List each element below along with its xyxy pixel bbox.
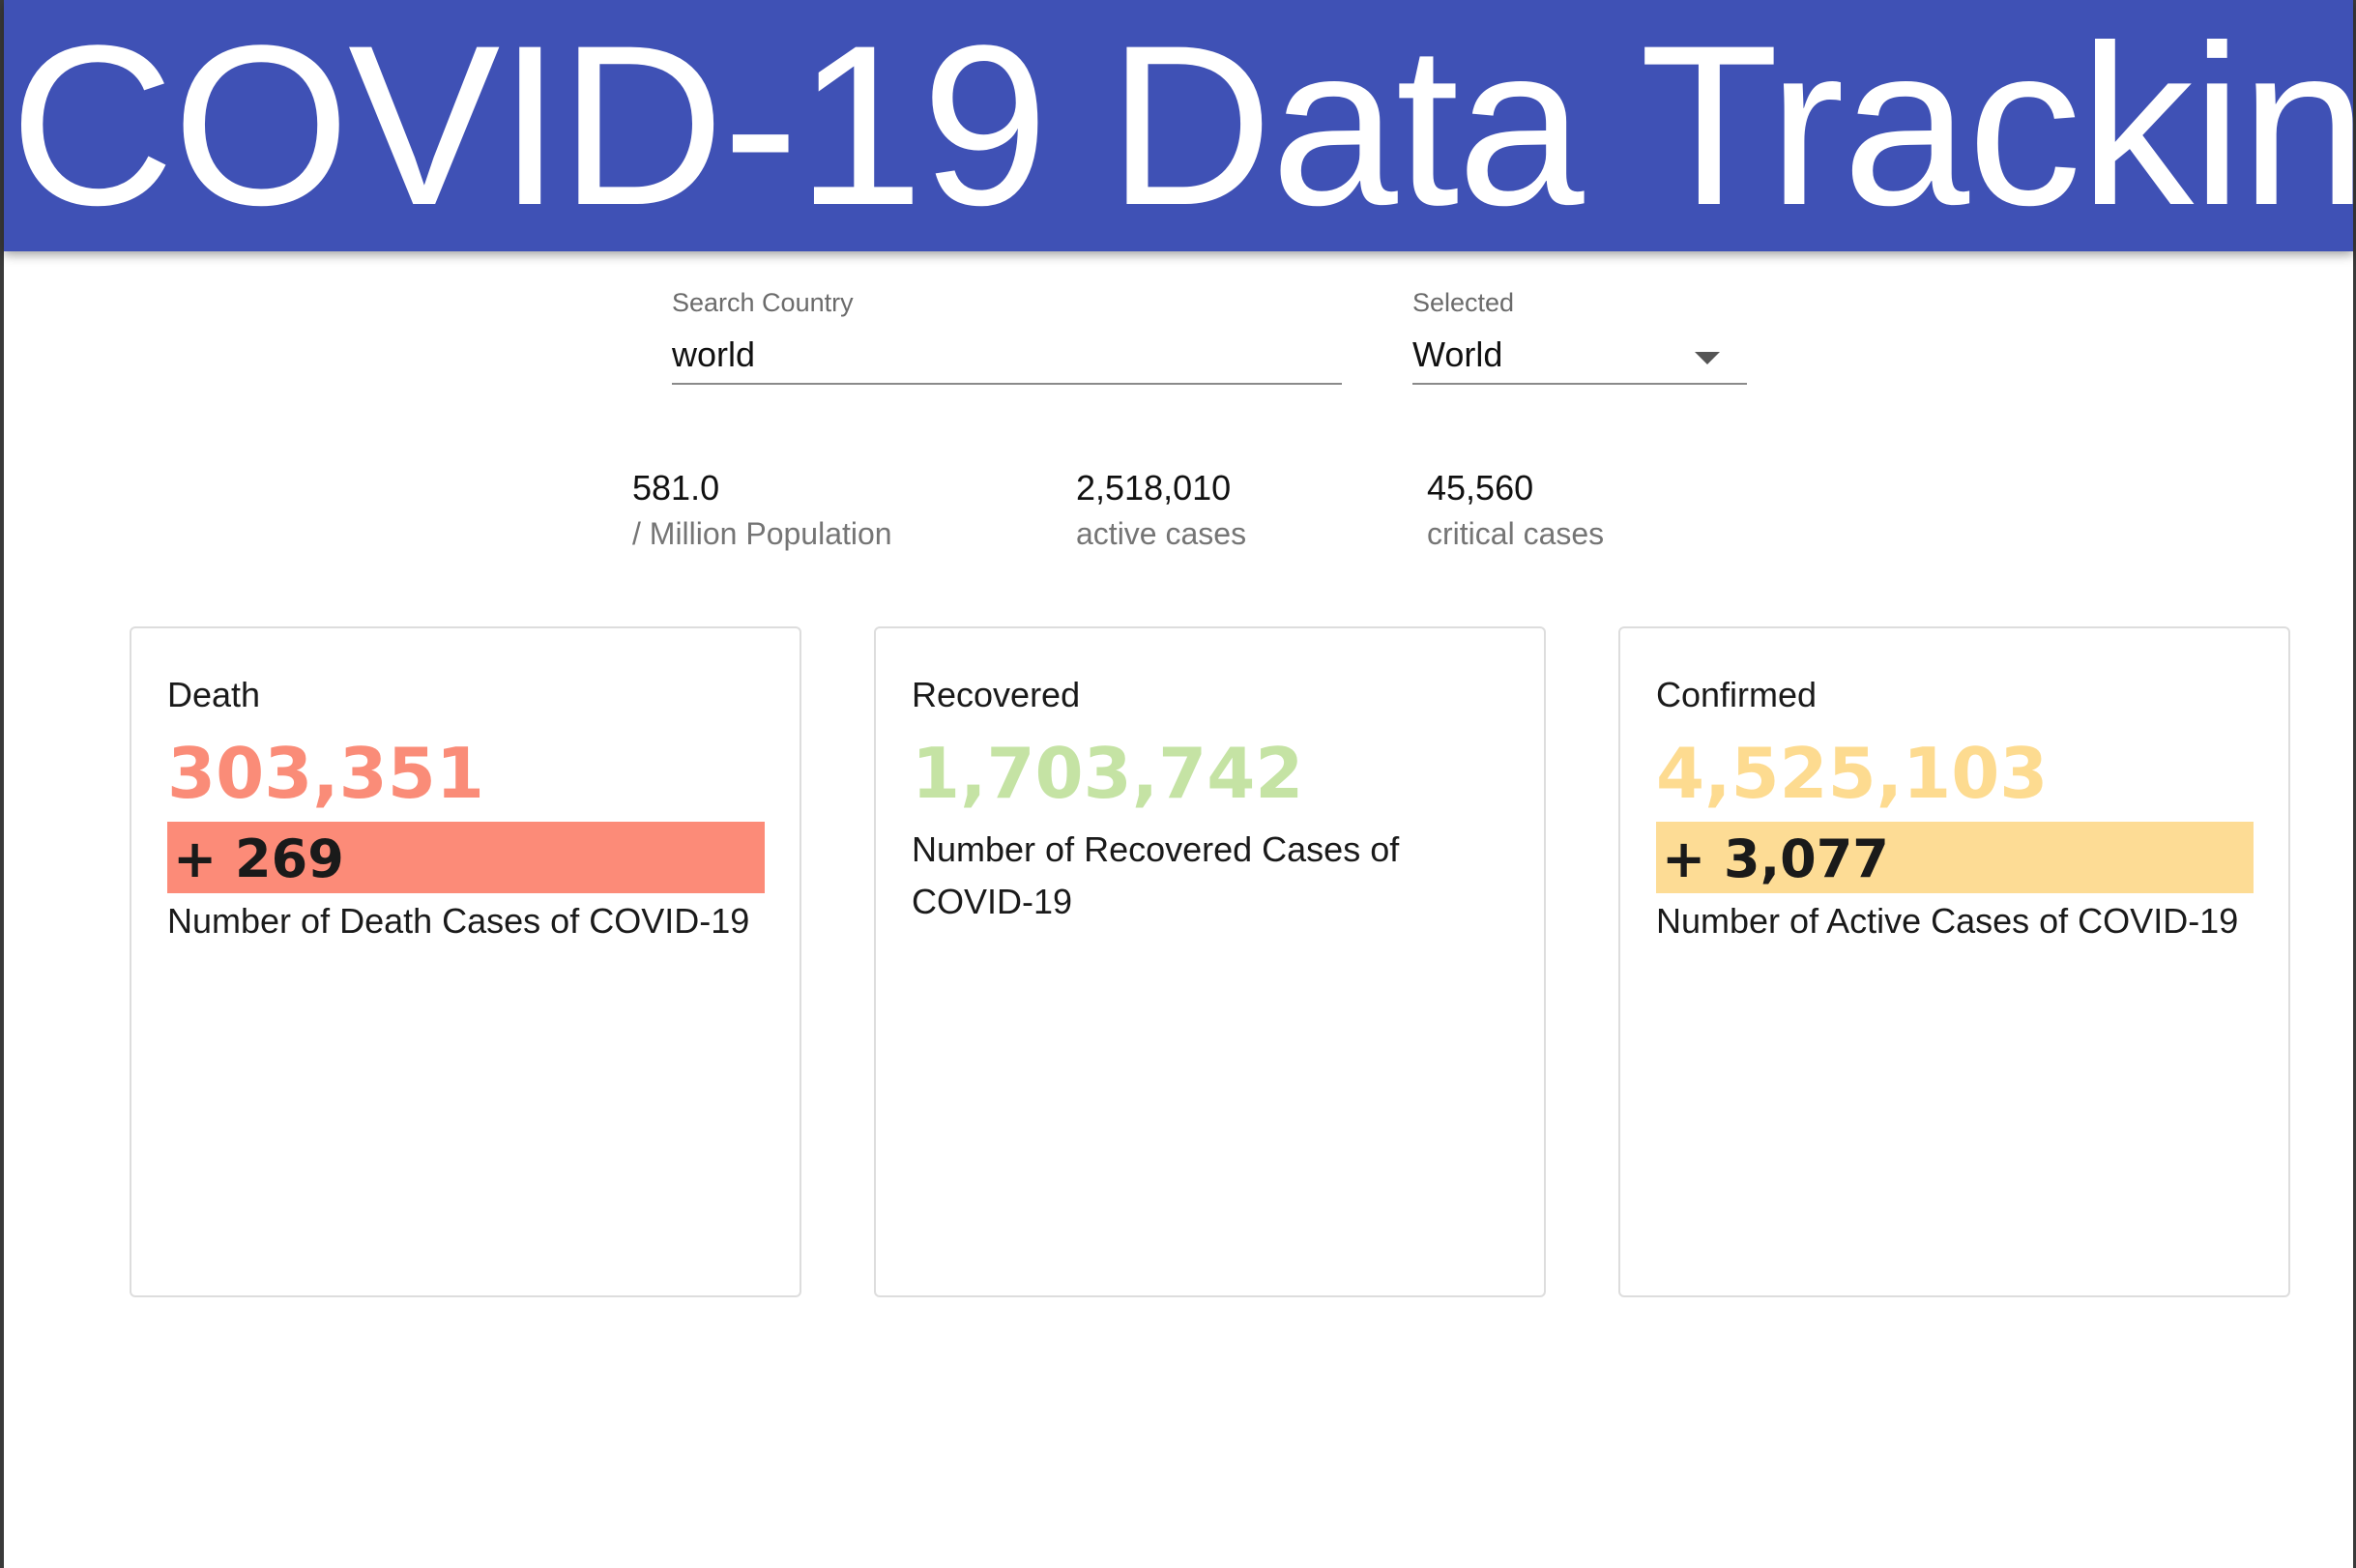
card-description: Number of Active Cases of COVID-19 xyxy=(1656,901,2239,941)
confirmed-delta-badge: + 3,077 xyxy=(1656,822,2254,893)
country-select-field: Selected World xyxy=(1412,288,1747,394)
death-card: Death 303,351 + 269 Number of Death Case… xyxy=(130,626,801,1297)
country-select-label: Selected xyxy=(1412,288,1515,317)
window-frame-left xyxy=(0,0,4,1568)
search-country-label: Search Country xyxy=(672,288,854,317)
page-title: COVID-19 Data Tracking xyxy=(10,0,2353,251)
recovered-card: Recovered 1,703,742 Number of Recovered … xyxy=(874,626,1546,1297)
stat-value: 45,560 xyxy=(1427,468,1534,508)
confirmed-count: 4,525,103 xyxy=(1656,733,2049,814)
search-country-input[interactable] xyxy=(672,327,1342,385)
stat-value: 2,518,010 xyxy=(1076,468,1232,508)
card-description: Number of Recovered Cases of COVID-19 xyxy=(912,829,1400,921)
recovered-count: 1,703,742 xyxy=(912,733,1304,814)
card-title: Death xyxy=(167,675,261,714)
chevron-down-icon xyxy=(1695,352,1720,364)
death-count: 303,351 xyxy=(167,733,484,814)
stat-value: 581.0 xyxy=(632,468,720,508)
stat-caption: critical cases xyxy=(1427,516,1605,551)
country-select-value: World xyxy=(1412,334,1503,374)
stat-caption: / Million Population xyxy=(632,516,892,551)
search-country-field: Search Country xyxy=(672,288,1342,394)
stat-caption: active cases xyxy=(1076,516,1247,551)
card-title: Recovered xyxy=(912,675,1081,714)
confirmed-card: Confirmed 4,525,103 + 3,077 Number of Ac… xyxy=(1618,626,2290,1297)
country-select[interactable]: World xyxy=(1412,327,1747,385)
card-title: Confirmed xyxy=(1656,675,1818,714)
death-delta-badge: + 269 xyxy=(167,822,765,893)
app-bar: COVID-19 Data Tracking xyxy=(4,0,2353,251)
card-description: Number of Death Cases of COVID-19 xyxy=(167,901,750,941)
window-frame-right xyxy=(2353,0,2356,1568)
